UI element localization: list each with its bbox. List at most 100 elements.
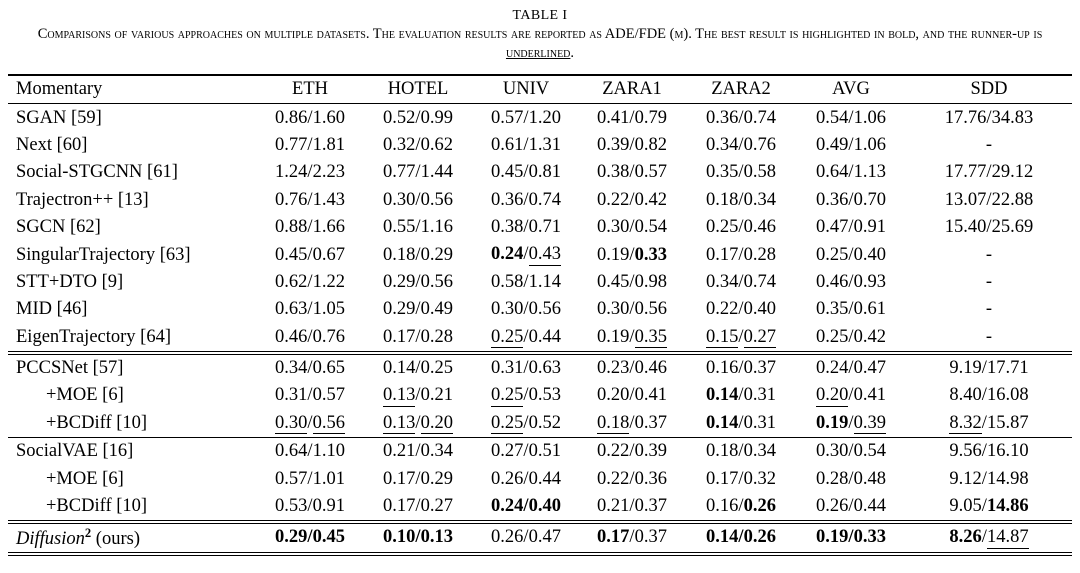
fde-value: 1.16 xyxy=(420,217,453,238)
ade-value: 0.22 xyxy=(597,441,630,462)
metric-cell: 0.22/0.40 xyxy=(686,296,796,323)
ade-value: 0.21 xyxy=(383,441,416,462)
fde-value: 0.61 xyxy=(853,299,886,320)
ade-value: 0.13 xyxy=(383,412,416,435)
metric-cell: 0.38/0.71 xyxy=(474,214,578,241)
slash-separator: / xyxy=(981,441,987,462)
slash-separator: / xyxy=(523,271,529,292)
slash-separator: / xyxy=(307,412,313,433)
table-row: +BCDiff [10] 0.53/0.91 0.17/0.27 0.24/0.40 0… xyxy=(8,493,1072,522)
metric-cell: 0.47/0.91 xyxy=(796,214,906,241)
metric-cell: 0.17/0.28 xyxy=(362,324,474,353)
table-row: SocialVAE [16] 0.64/1.10 0.21/0.34 0.27/0.5… xyxy=(8,438,1072,466)
ade-value: 0.28 xyxy=(816,468,849,489)
metric-cell: 0.36/0.70 xyxy=(796,187,906,214)
fde-value: 1.66 xyxy=(312,217,345,238)
ade-value: 0.45 xyxy=(275,244,308,265)
metric-cell: 0.14/0.31 xyxy=(686,410,796,438)
header-row: Momentary ETH HOTEL UNIV ZARA1 ZARA2 AVG SDD xyxy=(8,75,1072,104)
metric-cell: 0.27/0.51 xyxy=(474,438,578,466)
slash-separator: / xyxy=(848,358,854,379)
ade-value: 0.13 xyxy=(383,385,416,407)
table-row: SGAN [59] 0.86/1.60 0.52/0.99 0.57/1.20 0.41… xyxy=(8,104,1072,132)
metric-cell: 0.45/0.67 xyxy=(258,241,362,268)
ade-value: 0.49 xyxy=(816,134,849,155)
metric-cell: 0.55/1.16 xyxy=(362,214,474,241)
metric-cell: 0.36/0.74 xyxy=(474,187,578,214)
ade-value: 9.19 xyxy=(949,358,982,379)
slash-separator: / xyxy=(629,441,635,462)
metric-cell: 0.17/0.28 xyxy=(686,241,796,268)
slash-separator: / xyxy=(629,358,635,379)
slash-separator: / xyxy=(848,441,854,462)
metric-cell: 0.13/0.20 xyxy=(362,410,474,438)
fde-value: 0.36 xyxy=(634,468,667,489)
column-header-eth: ETH xyxy=(292,79,328,100)
metric-cell: 0.30/0.56 xyxy=(258,410,362,438)
slash-separator: / xyxy=(523,244,529,265)
ade-value: 0.34 xyxy=(275,358,308,379)
metric-cell: 0.30/0.56 xyxy=(362,187,474,214)
ade-value: 0.15 xyxy=(706,326,739,348)
slash-separator: / xyxy=(738,162,744,183)
fde-value: 0.27 xyxy=(420,496,453,517)
method-name: PCCSNet [57] xyxy=(16,358,124,379)
fde-value: 0.34 xyxy=(743,189,776,210)
fde-value: 0.91 xyxy=(853,217,886,238)
ade-value: 17.77 xyxy=(944,162,987,183)
metric-cell: 9.05/14.86 xyxy=(906,493,1072,522)
slash-separator: / xyxy=(523,326,529,347)
slash-separator: / xyxy=(981,468,987,489)
fde-value: 0.32 xyxy=(743,468,776,489)
ade-value: 0.88 xyxy=(275,217,308,238)
slash-separator: / xyxy=(307,189,313,210)
fde-value: 1.13 xyxy=(853,162,886,183)
fde-value: 0.70 xyxy=(853,189,886,210)
metric-cell: 0.41/0.79 xyxy=(578,104,686,132)
ade-value: 9.56 xyxy=(949,441,982,462)
slash-separator: / xyxy=(415,441,421,462)
slash-separator: / xyxy=(629,527,635,548)
ade-value: 0.26 xyxy=(816,496,849,517)
fde-value: 1.44 xyxy=(420,162,453,183)
fde-value: 0.31 xyxy=(743,385,776,406)
ade-value: 13.07 xyxy=(944,189,987,210)
slash-separator: / xyxy=(415,271,421,292)
slash-separator: / xyxy=(738,271,744,292)
metric-cell: 9.19/17.71 xyxy=(906,353,1072,382)
ade-value: 0.36 xyxy=(491,189,524,210)
ade-value: 0.17 xyxy=(706,244,739,265)
metric-cell: 0.13/0.21 xyxy=(362,382,474,409)
ade-value: 0.57 xyxy=(275,468,308,489)
ade-value: 0.30 xyxy=(597,299,630,320)
metric-cell: 0.30/0.54 xyxy=(578,214,686,241)
metric-cell: 0.39/0.82 xyxy=(578,132,686,159)
table-row: MID [46] 0.63/1.05 0.29/0.49 0.30/0.56 0.30/… xyxy=(8,296,1072,323)
slash-separator: / xyxy=(523,299,529,320)
ade-value: 0.86 xyxy=(275,107,308,128)
metric-cell: 0.17/0.29 xyxy=(362,465,474,492)
fde-value: 0.28 xyxy=(420,326,453,347)
metric-cell: 13.07/22.88 xyxy=(906,187,1072,214)
metric-cell: 0.45/0.81 xyxy=(474,159,578,186)
fde-value: 1.60 xyxy=(312,107,345,128)
table-row: +MOE [6] 0.31/0.57 0.13/0.21 0.25/0.53 0.20/… xyxy=(8,382,1072,409)
ade-value: 8.26 xyxy=(949,527,982,548)
fde-value: 1.06 xyxy=(853,134,886,155)
fde-value: 17.71 xyxy=(986,358,1029,379)
fde-value: 0.47 xyxy=(853,358,886,379)
slash-separator: / xyxy=(307,496,313,517)
slash-separator: / xyxy=(981,496,987,517)
ade-value: 0.18 xyxy=(597,412,630,435)
metric-cell: 0.35/0.61 xyxy=(796,296,906,323)
fde-value: 0.27 xyxy=(743,326,776,348)
slash-separator: / xyxy=(307,217,313,238)
slash-separator: / xyxy=(848,162,854,183)
slash-separator: / xyxy=(986,107,992,128)
slash-separator: / xyxy=(738,299,744,320)
fde-value: 1.06 xyxy=(853,107,886,128)
table-group-2: PCCSNet [57] 0.34/0.65 0.14/0.25 0.31/0.63 0… xyxy=(8,352,1072,438)
fde-value: 0.44 xyxy=(528,326,561,347)
ade-value: 0.25 xyxy=(491,326,524,348)
metric-cell: 0.14/0.31 xyxy=(686,382,796,409)
